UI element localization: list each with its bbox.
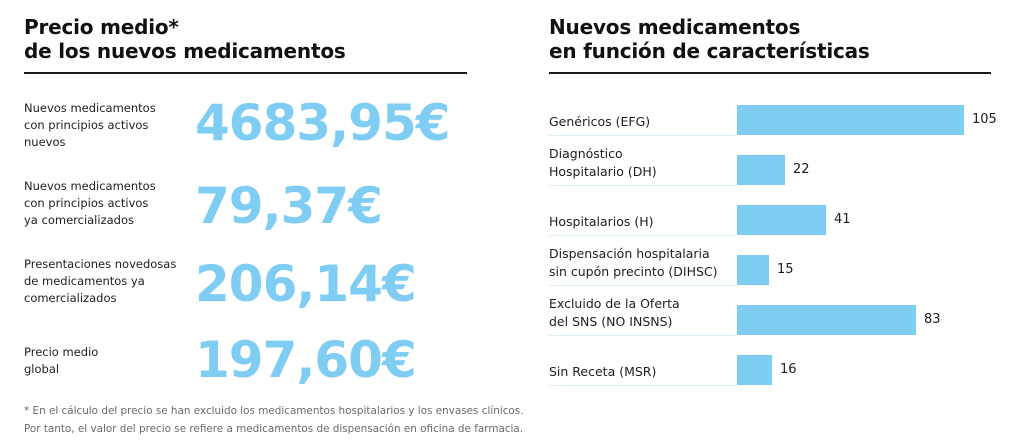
- price-item-value: 206,14€: [195, 255, 417, 313]
- bar-category-label: Dispensación hospitalaria sin cupón preci…: [549, 246, 739, 281]
- footnote-line1: * En el cálculo del precio se han exclui…: [24, 405, 524, 417]
- bar-category-label-line: Genéricos (EFG): [549, 114, 651, 129]
- price-section-title: Precio medio* de los nuevos medicamentos: [24, 15, 346, 63]
- bar-row-underline: [549, 185, 737, 186]
- price-item-label-line: de medicamentos ya: [24, 274, 145, 288]
- bar-category-label: Hospitalarios (H): [549, 197, 739, 231]
- bar-category-label-line: Hospitalarios (H): [549, 214, 654, 229]
- bar-value-label: 22: [793, 162, 810, 177]
- bar-category-label-line: Sin Receta (MSR): [549, 364, 657, 379]
- bar: [737, 305, 916, 335]
- bar-category-label: Diagnóstico Hospitalario (DH): [549, 146, 739, 181]
- price-item-label-line: nuevos: [24, 135, 66, 149]
- bar: [737, 255, 769, 285]
- price-item-label: Presentaciones novedosas de medicamentos …: [24, 256, 194, 307]
- bar-row-underline: [549, 135, 737, 136]
- bar-row-underline: [549, 385, 737, 386]
- footnote-line2: Por tanto, el valor del precio se refier…: [24, 423, 524, 435]
- chart-title: Nuevos medicamentos en función de caract…: [549, 15, 870, 63]
- price-item-label: Precio medio global: [24, 344, 194, 378]
- price-item-value: 197,60€: [195, 331, 417, 389]
- price-item-label: Nuevos medicamentos con principios activo…: [24, 178, 194, 229]
- bar-category-label-line: Excluido de la Oferta: [549, 296, 680, 311]
- price-item-label-line: Nuevos medicamentos: [24, 179, 156, 193]
- price-title-divider: [24, 72, 467, 74]
- price-item-label-line: Presentaciones novedosas: [24, 257, 177, 271]
- bar-category-label-line: Dispensación hospitalaria: [549, 246, 710, 261]
- bar: [737, 205, 826, 235]
- bar-value-label: 83: [924, 312, 941, 327]
- bar-value-label: 105: [972, 112, 997, 127]
- bar-category-label-line: Diagnóstico: [549, 146, 623, 161]
- chart-title-divider: [549, 72, 991, 74]
- bar-row-underline: [549, 285, 737, 286]
- bar-value-label: 16: [780, 362, 797, 377]
- bar-category-label: Genéricos (EFG): [549, 97, 739, 131]
- bar: [737, 155, 785, 185]
- price-item-label-line: con principios activos: [24, 196, 149, 210]
- bar-category-label-line: del SNS (NO INSNS): [549, 314, 673, 329]
- bar-category-label: Excluido de la Oferta del SNS (NO INSNS): [549, 296, 739, 331]
- bar-row-underline: [549, 335, 737, 336]
- price-item-label: Nuevos medicamentos con principios activo…: [24, 100, 194, 151]
- price-item-label-line: ya comercializados: [24, 213, 134, 227]
- bar: [737, 105, 964, 135]
- price-item-label-line: Precio medio: [24, 345, 99, 359]
- bar: [737, 355, 772, 385]
- price-item-value: 79,37€: [195, 177, 383, 235]
- bar-category-label-line: sin cupón precinto (DIHSC): [549, 264, 718, 279]
- chart-title-line2: en función de características: [549, 39, 870, 63]
- bar-category-label-line: Hospitalario (DH): [549, 164, 657, 179]
- bar-row-underline: [549, 235, 737, 236]
- price-item-label-line: con principios activos: [24, 118, 149, 132]
- price-item-label-line: global: [24, 362, 60, 376]
- footnote: * En el cálculo del precio se han exclui…: [24, 402, 524, 438]
- bar-category-label: Sin Receta (MSR): [549, 347, 739, 381]
- price-item-label-line: comercializados: [24, 291, 117, 305]
- chart-title-line1: Nuevos medicamentos: [549, 15, 801, 39]
- bar-value-label: 15: [777, 262, 794, 277]
- bar-value-label: 41: [834, 212, 851, 227]
- price-title-line2: de los nuevos medicamentos: [24, 39, 346, 63]
- price-item-label-line: Nuevos medicamentos: [24, 101, 156, 115]
- price-item-value: 4683,95€: [195, 94, 451, 152]
- price-title-line1: Precio medio*: [24, 15, 179, 39]
